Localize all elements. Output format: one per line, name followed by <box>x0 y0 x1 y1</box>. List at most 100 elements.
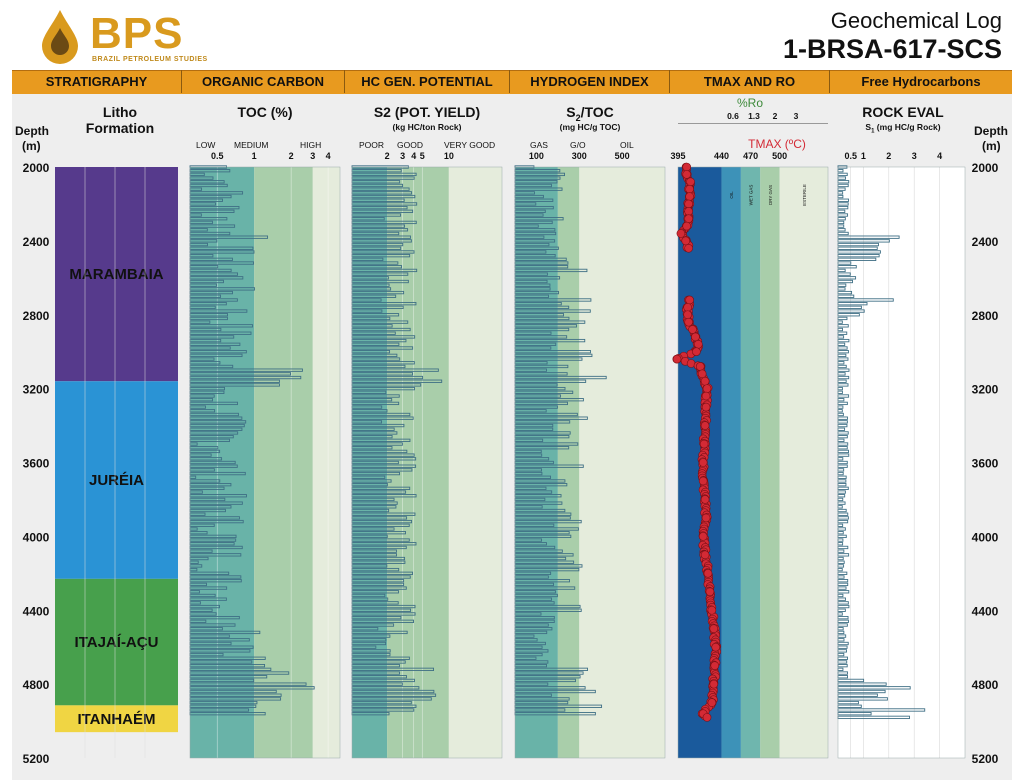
tmax-zone-label: OIL <box>729 191 734 199</box>
section-hydrogen-index: HYDROGEN INDEX <box>510 70 670 93</box>
tmax-point <box>683 310 692 320</box>
s2-tick: 3 <box>400 151 405 161</box>
formation-marambaia <box>55 167 178 382</box>
tmax-point <box>685 192 694 201</box>
tmax-point <box>686 177 695 187</box>
hi-subtitle: (mg HC/g TOC) <box>559 122 621 132</box>
formation-juréia <box>55 381 178 579</box>
s2-tick: 5 <box>420 151 425 161</box>
section-free-hydrocarbons: Free Hydrocarbons <box>861 74 981 89</box>
tmax-point <box>691 332 700 342</box>
hi-oil-zone <box>579 167 665 758</box>
hi-frame <box>514 166 666 759</box>
rock-sub-sub: 1 <box>871 128 875 135</box>
tmax-point <box>702 384 712 393</box>
depth-tick-right: 4800 <box>972 678 999 692</box>
tmax-point <box>676 229 686 238</box>
s2-very-good-zone <box>448 167 502 758</box>
hi-tick: 100 <box>529 151 544 161</box>
tmax-point <box>711 642 721 652</box>
tmax-wet-gas-zone <box>740 167 761 758</box>
tmax-point <box>692 347 701 356</box>
s2-tick: 2 <box>385 151 390 161</box>
tmax-point <box>684 214 693 224</box>
toc-frame <box>189 166 341 759</box>
depth-unit-left: (m) <box>22 139 41 153</box>
tmax-point <box>699 439 709 449</box>
depth-tick-left: 4000 <box>23 530 50 544</box>
depth-label-left: Depth <box>15 124 49 138</box>
tmax-point <box>709 679 719 689</box>
toc-zone-high: HIGH <box>300 140 322 150</box>
rock-tick: 3 <box>912 151 917 161</box>
logo-text: BPS <box>90 9 184 58</box>
litho-subtitle: Formation <box>85 120 155 136</box>
depth-tick-left: 2000 <box>23 161 50 175</box>
formation-label: JURÉIA <box>89 472 144 489</box>
page-title: 1-BRSA-617-SCS <box>782 34 1002 64</box>
formation-itajaí-açu <box>55 578 178 706</box>
toc-high-zone <box>312 167 340 758</box>
tmax-point <box>697 369 707 379</box>
tmax-point <box>672 354 682 364</box>
tmax-point <box>683 303 692 312</box>
hi-title-sub: 2 <box>575 112 581 123</box>
s2-zone-poor: POOR <box>359 140 385 150</box>
hi-gas-zone <box>515 167 558 758</box>
tmax-zone-label: WET GAS <box>749 185 754 206</box>
ro-title: %Ro <box>736 96 763 110</box>
rock-sub-b: (mg HC/g Rock) <box>874 122 941 132</box>
section-organic-carbon: ORGANIC CARBON <box>182 70 345 93</box>
depth-tick-right: 2000 <box>972 161 999 175</box>
rock-eval-title: ROCK EVAL <box>862 104 944 120</box>
tmax-point <box>684 199 693 209</box>
toc-tick: 1 <box>252 151 257 161</box>
section-tmax-ro: TMAX AND RO <box>670 70 830 93</box>
formation-label: ITANHAÉM <box>77 711 155 728</box>
depth-tick-left: 2400 <box>23 235 50 249</box>
tmax-point <box>682 221 692 231</box>
toc-tick: 0.5 <box>211 151 224 161</box>
depth-tick-right: 3200 <box>972 383 999 397</box>
tmax-point <box>698 532 708 541</box>
ro-tick: 0.6 <box>727 111 739 121</box>
toc-zone-low: LOW <box>196 140 216 150</box>
hi-title-a: S <box>566 104 576 120</box>
hi-zone-oil: OIL <box>620 140 634 150</box>
rock-tick: 0.5 <box>844 151 857 161</box>
ro-axis-line <box>678 123 828 124</box>
rock-eval-zone <box>838 167 965 758</box>
s2-poor-zone <box>352 167 388 758</box>
tmax-point <box>681 236 691 246</box>
depth-tick-left: 2800 <box>23 309 50 323</box>
depth-tick-right: 5200 <box>972 752 999 766</box>
tmax-point <box>709 624 719 634</box>
tmax-point <box>700 376 710 386</box>
toc-tick: 3 <box>310 151 315 161</box>
tmax-point <box>694 339 703 349</box>
tmax-point <box>684 243 693 253</box>
formation-label: ITAJAÍ-AÇU <box>75 634 159 651</box>
tmax-dry-gas-zone <box>760 167 780 758</box>
ro-tick: 2 <box>773 111 778 121</box>
rock-tick: 1 <box>861 151 866 161</box>
tmax-point <box>685 184 694 194</box>
tmax-point <box>703 569 713 578</box>
tmax-point <box>707 698 717 707</box>
s2-subtitle: (kg HC/ton Rock) <box>392 122 462 132</box>
toc-zone-medium: MEDIUM <box>234 140 269 150</box>
tmax-point <box>684 317 693 327</box>
rock-eval-frame <box>837 166 966 759</box>
tmax-point <box>702 713 712 722</box>
tmax-tick: 440 <box>714 151 729 161</box>
hi-title: S2/TOC <box>515 104 665 123</box>
tmax-oil-zone <box>721 167 741 758</box>
section-stratigraphy: STRATIGRAPHY <box>12 70 182 93</box>
depth-tick-left: 3200 <box>23 383 50 397</box>
rock-sub-a: S <box>865 122 872 132</box>
toc-medium-zone <box>254 167 313 758</box>
tmax-point <box>688 325 697 334</box>
hi-tick: 500 <box>615 151 630 161</box>
depth-tick-right: 4400 <box>972 604 999 618</box>
